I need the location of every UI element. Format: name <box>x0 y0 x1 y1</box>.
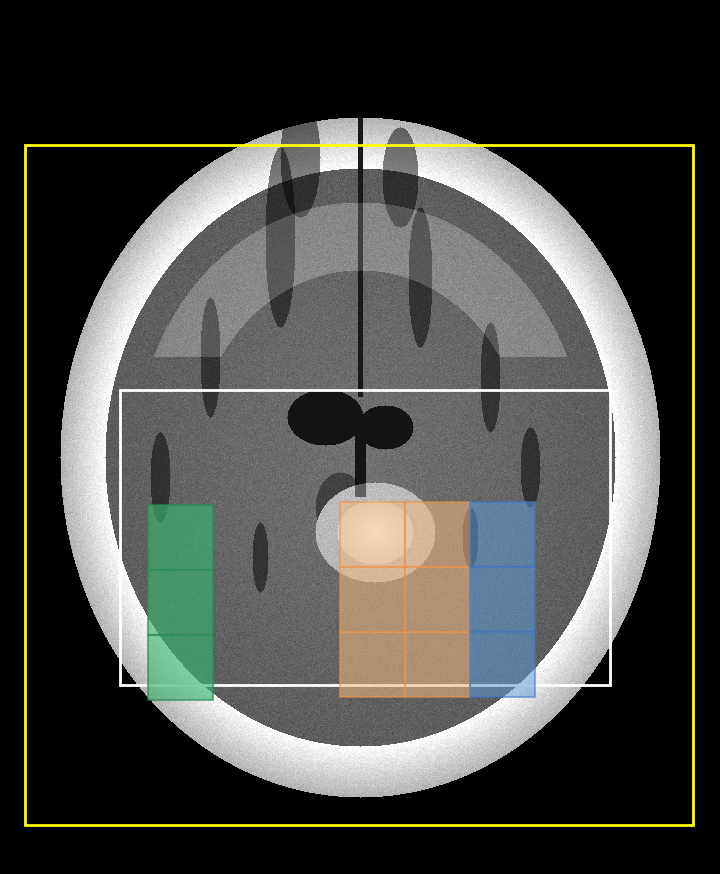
Bar <box>470 632 535 697</box>
Bar <box>470 567 535 632</box>
Bar <box>340 567 405 632</box>
Bar <box>120 390 610 685</box>
Bar <box>340 632 405 697</box>
Bar <box>405 567 470 632</box>
Bar <box>25 145 693 825</box>
Bar <box>148 570 213 635</box>
Bar <box>340 502 405 567</box>
Bar <box>470 502 535 567</box>
Bar <box>148 505 213 570</box>
Bar <box>148 635 213 700</box>
Bar <box>405 632 470 697</box>
Bar <box>405 502 470 567</box>
